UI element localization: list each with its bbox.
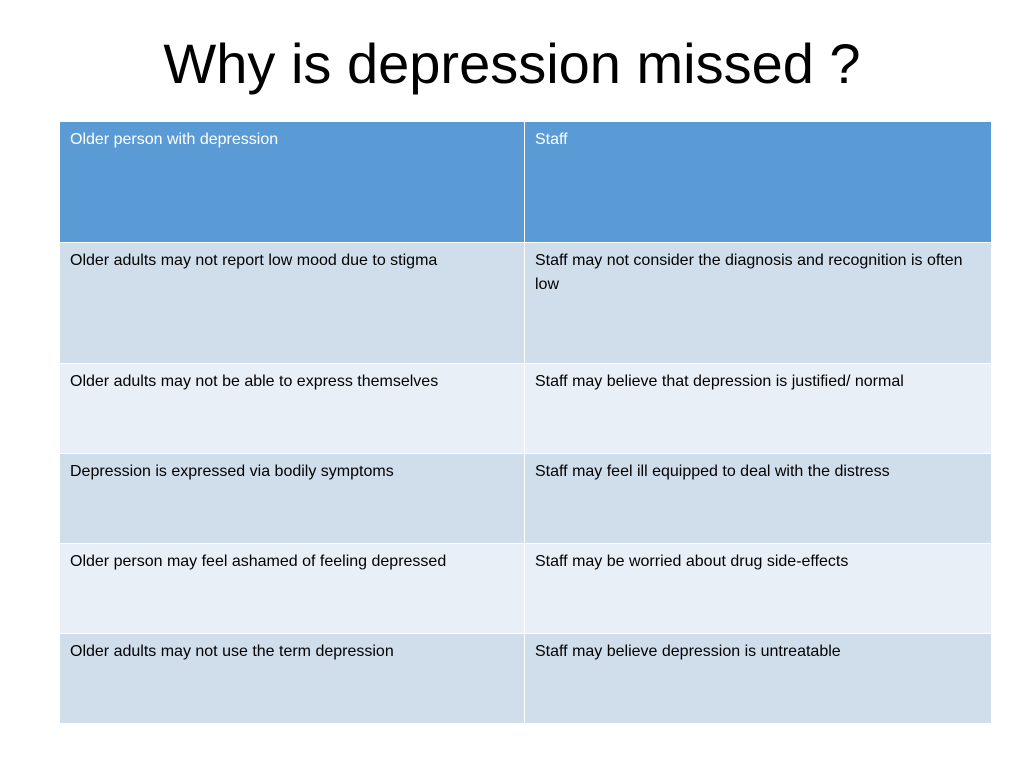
comparison-table: Older person with depression Staff Older… — [59, 121, 992, 724]
table-cell-older-person: Older adults may not report low mood due… — [59, 242, 525, 364]
header-older-person: Older person with depression — [59, 121, 525, 243]
table-cell-older-person: Older adults may not use the term depres… — [59, 633, 525, 724]
table-cell-staff: Staff may be worried about drug side-eff… — [524, 543, 992, 634]
table-cell-older-person: Older adults may not be able to express … — [59, 363, 525, 454]
table-header-row: Older person with depression Staff — [59, 121, 992, 243]
table-row: Older person may feel ashamed of feeling… — [59, 543, 992, 634]
table-row: Older adults may not use the term depres… — [59, 633, 992, 724]
table-cell-older-person: Older person may feel ashamed of feeling… — [59, 543, 525, 634]
table-cell-older-person: Depression is expressed via bodily sympt… — [59, 453, 525, 544]
table-cell-staff: Staff may feel ill equipped to deal with… — [524, 453, 992, 544]
table-cell-staff: Staff may not consider the diagnosis and… — [524, 242, 992, 364]
table-row: Older adults may not report low mood due… — [59, 242, 992, 364]
table-row: Depression is expressed via bodily sympt… — [59, 453, 992, 544]
header-staff: Staff — [524, 121, 992, 243]
slide-title: Why is depression missed ? — [163, 32, 861, 95]
table-row: Older adults may not be able to express … — [59, 363, 992, 454]
table-cell-staff: Staff may believe that depression is jus… — [524, 363, 992, 454]
table-cell-staff: Staff may believe depression is untreata… — [524, 633, 992, 724]
